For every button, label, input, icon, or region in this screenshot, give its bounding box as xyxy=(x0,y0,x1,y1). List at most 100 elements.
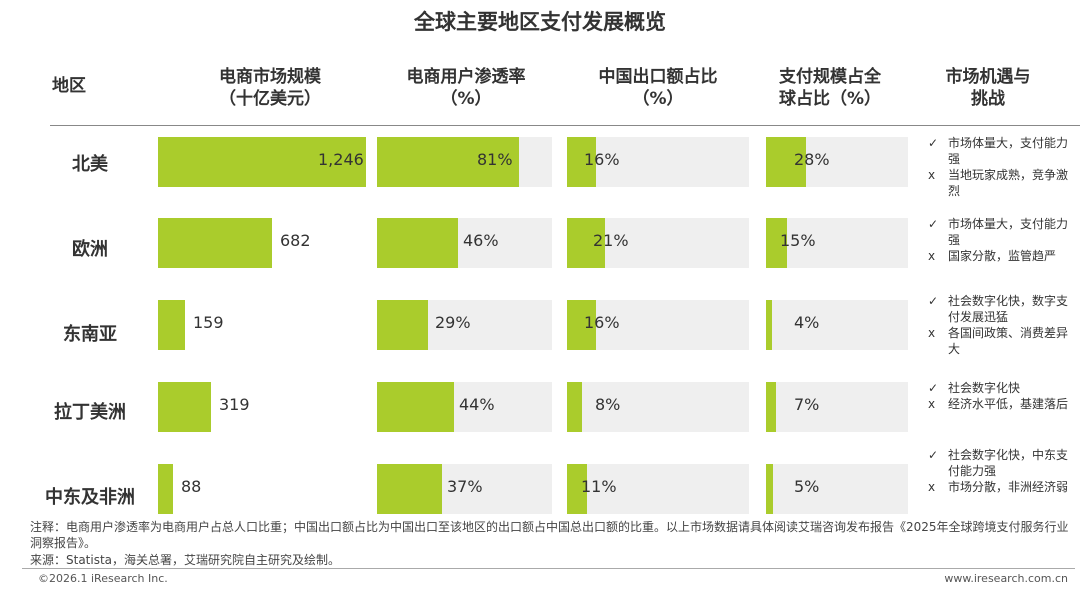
region-label: 北美 xyxy=(72,154,108,175)
header-penetration-line1: 电商用户渗透率 xyxy=(406,67,526,87)
header-ecommerce-size-line2: （十亿美元） xyxy=(219,89,321,109)
header-export-share: 中国出口额占比 （%） xyxy=(568,66,748,110)
opportunity-item: ✓ 市场体量大，支付能力强 xyxy=(928,216,1068,248)
data-label: 29% xyxy=(435,313,471,332)
data-label: 11% xyxy=(581,477,617,496)
bar xyxy=(377,300,428,350)
copyright: ©2026.1 iResearch Inc. xyxy=(38,572,168,585)
data-label: 16% xyxy=(584,313,620,332)
check-icon: ✓ xyxy=(928,294,939,308)
bar-track xyxy=(766,300,908,350)
bar xyxy=(377,382,454,432)
bar-track xyxy=(766,464,908,514)
data-label: 46% xyxy=(463,231,499,250)
header-payment-share-line1: 支付规模占全 xyxy=(779,67,881,87)
challenge-item: x 国家分散，监管趋严 xyxy=(928,248,1068,264)
opportunity-item: ✓ 社会数字化快，数字支付发展迅猛 xyxy=(928,293,1068,325)
bar xyxy=(567,464,587,514)
cross-icon: x xyxy=(928,249,936,263)
bar-track xyxy=(766,382,908,432)
data-label: 88 xyxy=(181,477,202,496)
header-export-share-line1: 中国出口额占比 xyxy=(598,67,718,87)
data-label: 1,246 xyxy=(318,150,364,169)
market-notes: ✓ 社会数字化快，数字支付发展迅猛 x 各国间政策、消费差异大 xyxy=(928,293,1068,357)
bar xyxy=(158,300,185,350)
data-label: 81% xyxy=(477,150,513,169)
data-label: 37% xyxy=(447,477,483,496)
data-label: 21% xyxy=(593,231,629,250)
note-text: 国家分散，监管趋严 xyxy=(948,249,1057,263)
header-opportunities-line2: 挑战 xyxy=(971,89,1005,109)
bar-track xyxy=(567,137,749,187)
data-label: 7% xyxy=(794,395,820,414)
check-icon: ✓ xyxy=(928,381,939,395)
note-text: 市场分散，非洲经济弱 xyxy=(948,480,1069,494)
data-label: 4% xyxy=(794,313,820,332)
challenge-item: x 各国间政策、消费差异大 xyxy=(928,325,1068,357)
data-label: 5% xyxy=(794,477,820,496)
bar xyxy=(158,382,211,432)
data-label: 159 xyxy=(193,313,224,332)
bar-track xyxy=(567,382,749,432)
bar xyxy=(766,300,772,350)
bar xyxy=(158,464,173,514)
bar xyxy=(158,137,366,187)
opportunity-item: ✓ 社会数字化快，中东支付能力强 xyxy=(928,447,1068,479)
header-opportunities: 市场机遇与 挑战 xyxy=(918,66,1058,110)
bar xyxy=(766,137,806,187)
data-label: 16% xyxy=(584,150,620,169)
bar xyxy=(567,137,596,187)
data-label: 682 xyxy=(280,231,311,250)
footer-divider xyxy=(22,568,1075,569)
chart-title: 全球主要地区支付发展概览 xyxy=(414,10,666,34)
header-export-share-line2: （%） xyxy=(632,89,684,109)
challenge-item: x 当地玩家成熟，竞争激烈 xyxy=(928,167,1068,199)
cross-icon: x xyxy=(928,326,936,340)
bar xyxy=(567,218,605,268)
note-text: 各国间政策、消费差异大 xyxy=(948,326,1069,356)
region-label: 欧洲 xyxy=(72,239,108,260)
website: www.iresearch.com.cn xyxy=(944,572,1068,585)
header-payment-share-line2: 球占比（%） xyxy=(778,89,882,109)
note-text: 市场体量大，支付能力强 xyxy=(948,136,1069,166)
bar xyxy=(766,382,776,432)
market-notes: ✓ 市场体量大，支付能力强 x 国家分散，监管趋严 xyxy=(928,216,1068,264)
bar-track xyxy=(567,464,749,514)
header-ecommerce-size: 电商市场规模 （十亿美元） xyxy=(180,66,360,110)
note-text: 市场体量大，支付能力强 xyxy=(948,217,1069,247)
region-label: 中东及非洲 xyxy=(45,487,135,508)
bar-track xyxy=(766,218,908,268)
market-notes: ✓ 社会数字化快，中东支付能力强 x 市场分散，非洲经济弱 xyxy=(928,447,1068,495)
note-text: 社会数字化快 xyxy=(948,381,1021,395)
bar xyxy=(377,218,458,268)
header-opportunities-line1: 市场机遇与 xyxy=(945,67,1031,87)
bar xyxy=(766,464,773,514)
check-icon: ✓ xyxy=(928,448,939,462)
note-text: 社会数字化快，数字支付发展迅猛 xyxy=(948,294,1069,324)
note-text: 经济水平低，基建落后 xyxy=(948,397,1069,411)
bar xyxy=(567,300,596,350)
bar xyxy=(377,464,442,514)
data-label: 15% xyxy=(780,231,816,250)
source-note: 来源：Statista，海关总署，艾瑞研究院自主研究及绘制。 xyxy=(30,553,341,567)
opportunity-item: ✓ 社会数字化快 xyxy=(928,380,1068,396)
cross-icon: x xyxy=(928,480,936,494)
footnote: 注释：电商用户渗透率为电商用户占总人口比重；中国出口额占比为中国出口至该地区的出… xyxy=(30,520,1069,550)
bar xyxy=(766,218,787,268)
header-penetration: 电商用户渗透率 （%） xyxy=(376,66,556,110)
market-notes: ✓ 市场体量大，支付能力强 x 当地玩家成熟，竞争激烈 xyxy=(928,135,1068,199)
data-label: 319 xyxy=(219,395,250,414)
challenge-item: x 市场分散，非洲经济弱 xyxy=(928,479,1068,495)
data-label: 44% xyxy=(459,395,495,414)
header-penetration-line2: （%） xyxy=(440,89,492,109)
region-label: 拉丁美洲 xyxy=(54,402,126,423)
bar xyxy=(567,382,582,432)
bar-track xyxy=(567,300,749,350)
check-icon: ✓ xyxy=(928,217,939,231)
bar xyxy=(158,218,272,268)
header-divider xyxy=(50,125,1080,126)
challenge-item: x 经济水平低，基建落后 xyxy=(928,396,1068,412)
cross-icon: x xyxy=(928,168,936,182)
bar xyxy=(377,137,519,187)
market-notes: ✓ 社会数字化快 x 经济水平低，基建落后 xyxy=(928,380,1068,412)
